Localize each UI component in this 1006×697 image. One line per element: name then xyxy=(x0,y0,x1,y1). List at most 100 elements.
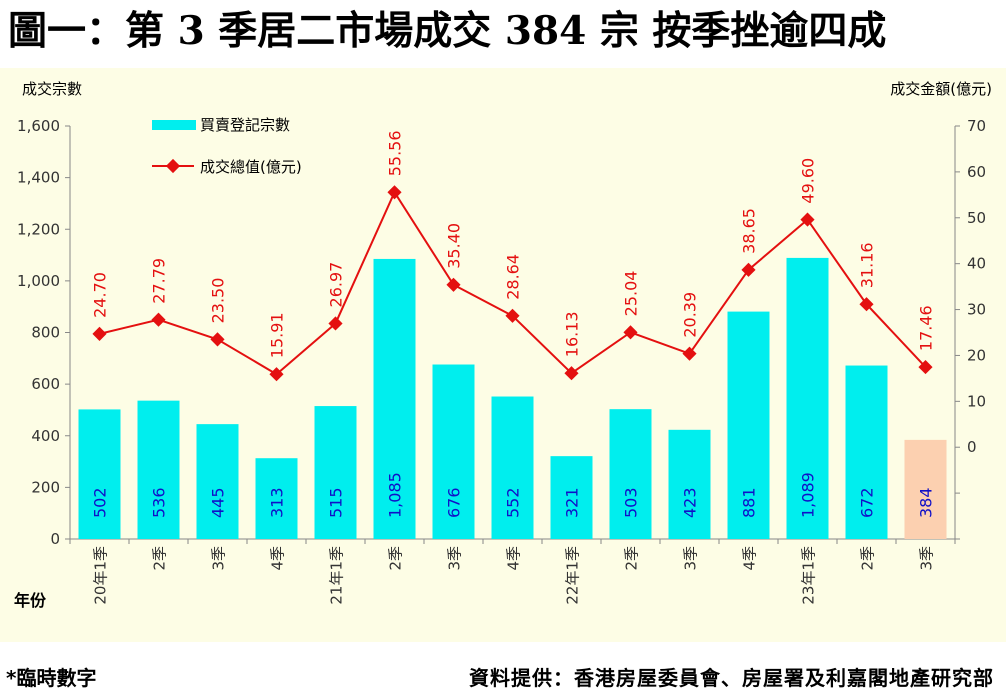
line-value-label: 26.97 xyxy=(327,262,346,308)
category-label: 23年1季 xyxy=(800,546,818,605)
line-value-label: 28.64 xyxy=(504,254,523,300)
category-label: 2季 xyxy=(623,546,641,571)
bar-value-label: 552 xyxy=(504,487,523,518)
line-value-label: 49.60 xyxy=(799,158,818,204)
right-tick-label: 20 xyxy=(967,346,986,364)
right-tick-label: 10 xyxy=(967,392,986,410)
bar-value-label: 1,085 xyxy=(386,472,405,518)
category-label: 3季 xyxy=(682,546,700,571)
bar xyxy=(137,400,180,539)
legend-bar-swatch xyxy=(152,120,196,130)
legend-bar-label: 買賣登記宗數 xyxy=(200,116,290,134)
line-point xyxy=(682,346,697,361)
line-value-label: 27.79 xyxy=(150,258,169,304)
right-axis-title: 成交金額(億元) xyxy=(890,80,992,98)
bar xyxy=(314,406,357,539)
line-point xyxy=(623,325,638,340)
bar-value-label: 515 xyxy=(327,487,346,518)
line-point xyxy=(741,262,756,277)
chart-area: 成交宗數 成交金額(億元) 年份 0 200 400 600 800 1,000 1,200 1,4… xyxy=(0,68,1006,642)
bar xyxy=(904,439,947,539)
bar-value-label: 445 xyxy=(209,487,228,518)
right-tick-label: 40 xyxy=(967,255,986,273)
line-point xyxy=(859,297,874,312)
bar xyxy=(78,409,121,539)
left-tick-label: 800 xyxy=(31,324,60,342)
line-value-label: 55.56 xyxy=(386,130,405,176)
bar-value-label: 672 xyxy=(858,487,877,518)
source-credit: 資料提供：香港房屋委員會、房屋署及利嘉閣地產研究部 xyxy=(469,666,994,690)
combo-chart: 成交宗數 成交金額(億元)年份02004006008001,0001,2001,4… xyxy=(14,80,992,610)
line-point xyxy=(918,360,933,375)
bar xyxy=(255,458,298,539)
bar xyxy=(668,429,711,539)
right-tick-label: 30 xyxy=(967,301,986,319)
left-tick-label: 0 xyxy=(50,530,60,548)
bar xyxy=(432,364,475,539)
left-tick-label: 600 xyxy=(31,375,60,393)
chart-title: 圖一：第 3 季居二市場成交 384 宗 按季挫逾四成 xyxy=(8,8,887,54)
left-tick-label: 1,200 xyxy=(17,220,60,238)
line-point xyxy=(151,312,166,327)
right-tick-label: 60 xyxy=(967,163,986,181)
line-point xyxy=(505,308,520,323)
left-tick-label: 1,600 xyxy=(17,117,60,135)
bar-value-label: 676 xyxy=(445,487,464,518)
bar-value-label: 313 xyxy=(268,487,287,518)
left-tick-label: 200 xyxy=(31,478,60,496)
line-value-label: 17.46 xyxy=(917,305,936,351)
bar-value-label: 423 xyxy=(681,487,700,518)
line-value-label: 16.13 xyxy=(563,311,582,357)
bar-value-label: 384 xyxy=(917,487,936,518)
line-value-label: 38.65 xyxy=(740,208,759,254)
left-tick-label: 1,000 xyxy=(17,272,60,290)
category-label: 2季 xyxy=(151,546,169,571)
line-point xyxy=(446,277,461,292)
right-tick-label: 0 xyxy=(967,438,977,456)
bar xyxy=(550,456,593,539)
left-axis-title: 成交宗數 xyxy=(22,80,82,98)
category-label: 2季 xyxy=(387,546,405,571)
left-tick-label: 400 xyxy=(31,427,60,445)
category-label: 4季 xyxy=(505,546,523,571)
x-axis-title: 年份 xyxy=(14,591,47,610)
line-point xyxy=(800,212,815,227)
bar xyxy=(196,424,239,539)
bar xyxy=(786,257,829,539)
left-tick-label: 1,400 xyxy=(17,169,60,187)
line-point xyxy=(269,367,284,382)
line-value-label: 20.39 xyxy=(681,292,700,338)
bar xyxy=(373,258,416,539)
category-label: 20年1季 xyxy=(92,546,110,605)
bar-value-label: 881 xyxy=(740,487,759,518)
bar xyxy=(845,365,888,539)
line-point xyxy=(92,326,107,341)
category-label: 3季 xyxy=(446,546,464,571)
right-tick-label: 70 xyxy=(967,117,986,135)
bar xyxy=(727,311,770,539)
bar-value-label: 536 xyxy=(150,487,169,518)
category-label: 4季 xyxy=(269,546,287,571)
line-value-label: 31.16 xyxy=(858,242,877,288)
line-value-label: 23.50 xyxy=(209,278,228,324)
line-value-label: 24.70 xyxy=(91,272,110,318)
bar-value-label: 502 xyxy=(91,487,110,518)
line-value-label: 25.04 xyxy=(622,271,641,317)
line-value-label: 35.40 xyxy=(445,223,464,269)
category-label: 3季 xyxy=(210,546,228,571)
category-label: 22年1季 xyxy=(564,546,582,605)
category-label: 4季 xyxy=(741,546,759,571)
bar-value-label: 503 xyxy=(622,487,641,518)
right-tick-label: 50 xyxy=(967,209,986,227)
legend-line-label: 成交總值(億元) xyxy=(200,158,302,176)
line-point xyxy=(564,366,579,381)
bar xyxy=(491,396,534,539)
bar-value-label: 321 xyxy=(563,487,582,518)
category-label: 3季 xyxy=(918,546,936,571)
line-point xyxy=(210,332,225,347)
line-value-label: 15.91 xyxy=(268,312,287,358)
bar-value-label: 1,089 xyxy=(799,472,818,518)
category-label: 21年1季 xyxy=(328,546,346,605)
category-label: 2季 xyxy=(859,546,877,571)
footnote: *臨時數字 xyxy=(6,666,97,690)
